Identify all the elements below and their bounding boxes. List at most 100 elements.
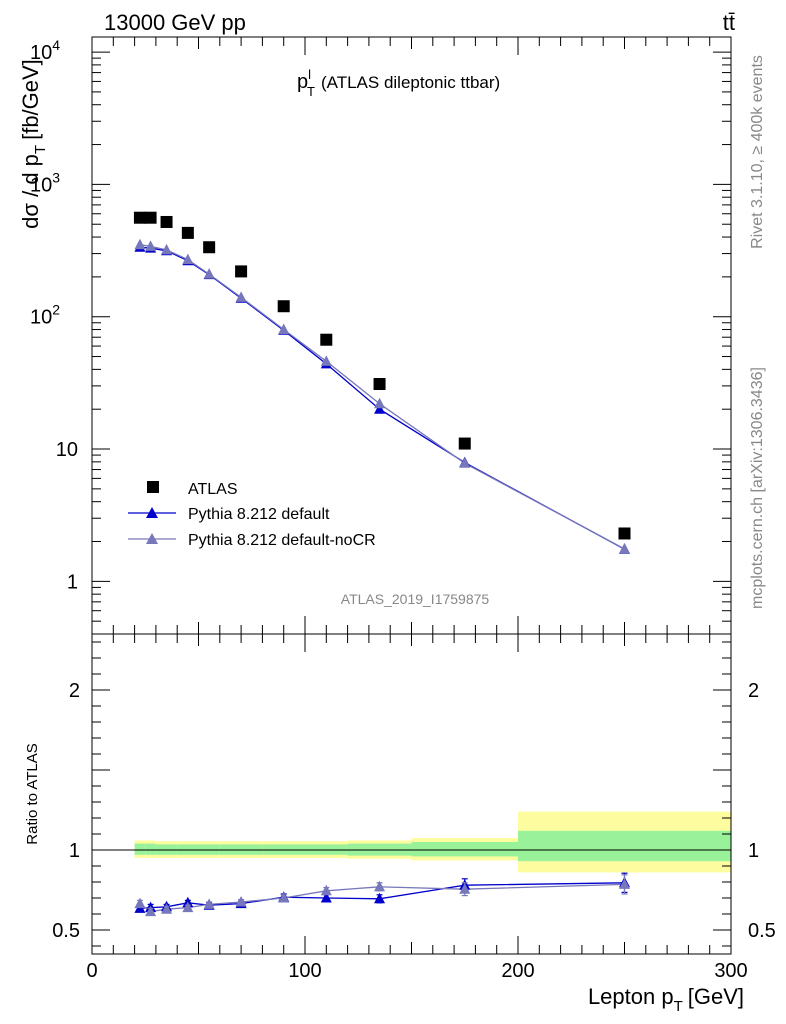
- ratio-uncertainty-bands: [134, 811, 731, 873]
- mc-point-2: [161, 243, 173, 255]
- rivet-label: Rivet 3.1.10, ≥ 400k events: [749, 55, 766, 249]
- ratio-stat-band: [411, 842, 518, 857]
- atlas-data-point: [144, 211, 157, 224]
- ratio-stat-band: [134, 843, 146, 855]
- main-title-rest: (ATLAS dileptonic ttbar): [321, 73, 500, 92]
- atlas-data-point: [320, 333, 333, 346]
- source-label: mcplots.cern.ch [arXiv:1306.3436]: [749, 367, 766, 609]
- x-tick-labels: 0 100 200 300: [86, 960, 747, 982]
- main-y-tick-label: 1: [67, 571, 78, 593]
- x-tick-label: 0: [86, 960, 97, 982]
- main-mc-lines: [139, 244, 625, 550]
- ratio-point-1: [161, 903, 173, 914]
- xlabel-unit: [GeV]: [688, 984, 744, 1009]
- ratio-y-tick-label-left: 2: [69, 680, 80, 702]
- legend-nocr-marker: [146, 533, 158, 544]
- ratio-point-1: [619, 878, 630, 889]
- ratio-point-1: [459, 883, 471, 894]
- main-y-tick-exp: 2: [52, 302, 60, 318]
- ratio-point-0: [320, 892, 332, 903]
- ratio-y-tick-label-right: 0.5: [748, 920, 776, 942]
- legend: ATLAS Pythia 8.212 default Pythia 8.212 …: [128, 481, 376, 549]
- legend-atlas-label: ATLAS: [188, 481, 238, 498]
- legend-atlas-marker: [147, 481, 159, 493]
- main-y-tick-exp: 3: [52, 169, 60, 185]
- atlas-data-point: [133, 211, 146, 224]
- main-title-sub: T: [307, 84, 315, 99]
- ratio-point-0: [374, 892, 386, 904]
- main-series-line-1: [139, 246, 625, 550]
- main-ylabel-main: dσ / d p: [18, 154, 43, 229]
- main-points: [133, 211, 631, 554]
- main-y-tick-exp: 4: [52, 37, 60, 53]
- atlas-data-point: [373, 378, 386, 391]
- main-y-tick-base: 10: [30, 174, 52, 196]
- ratio-stat-band: [518, 830, 731, 862]
- energy-label: 13000 GeV pp: [104, 10, 246, 35]
- atlas-data-point: [181, 226, 194, 239]
- ratio-point-1: [145, 905, 157, 917]
- mc-point-2: [182, 253, 194, 265]
- legend-nocr-label: Pythia 8.212 default-noCR: [188, 532, 376, 549]
- ratio-y-tick-label-right: 2: [748, 680, 759, 702]
- analysis-watermark: ATLAS_2019_I1759875: [341, 591, 490, 607]
- atlas-data-point: [235, 265, 248, 278]
- main-ylabel-sub: T: [32, 145, 49, 154]
- ratio-points: [134, 872, 630, 917]
- atlas-data-point: [203, 241, 216, 254]
- ratio-point-1: [278, 892, 290, 903]
- mc-point-2: [619, 542, 630, 554]
- main-series-line-2: [139, 244, 625, 550]
- main-y-tick-label: 10: [56, 439, 78, 461]
- x-tick-label: 200: [501, 960, 534, 982]
- mc-point-2: [459, 457, 471, 468]
- xlabel-sub: T: [674, 998, 683, 1015]
- main-y-tick-label: 103: [30, 169, 60, 196]
- atlas-data-point: [618, 527, 631, 540]
- atlas-data-point: [458, 437, 471, 450]
- mc-point-2: [235, 291, 247, 302]
- main-y-tick-label: 104: [30, 37, 60, 64]
- x-axis-label: Lepton pT [GeV]: [588, 984, 744, 1015]
- main-y-tick-label: 102: [30, 302, 60, 329]
- ratio-point-1: [320, 884, 332, 896]
- mc-point-2: [374, 397, 386, 409]
- main-title-main: p: [297, 71, 308, 93]
- ratio-point-1: [235, 896, 247, 907]
- ratio-y-tick-label-left: 0.5: [52, 920, 80, 942]
- ratio-y-tick-labels: 0.5 0.5 1 1 2 2: [52, 680, 776, 942]
- ratio-y-axis-label: Ratio to ATLAS: [24, 743, 41, 844]
- mc-point-1: [374, 403, 386, 414]
- main-ylabel-unit: [fb/GeV]: [18, 59, 43, 140]
- main-ticks: [91, 37, 732, 635]
- ratio-y-tick-label-left: 1: [69, 840, 80, 862]
- ratio-frame: [91, 633, 732, 955]
- mc-point-2: [278, 323, 290, 335]
- legend-default-marker: [146, 507, 158, 518]
- ratio-point-1: [182, 901, 194, 913]
- process-label: tt̄: [723, 10, 735, 35]
- main-y-axis-label: dσ / d pT [fb/GeV]: [18, 59, 49, 229]
- xlabel-main: Lepton p: [588, 984, 674, 1009]
- ratio-stat-band: [145, 843, 156, 855]
- x-tick-label: 300: [714, 960, 747, 982]
- ratio-point-1: [203, 898, 215, 909]
- ratio-point-1: [134, 897, 146, 909]
- mc-point-2: [145, 240, 157, 251]
- legend-default-label: Pythia 8.212 default: [188, 506, 330, 523]
- ratio-ticks: [91, 634, 732, 954]
- x-tick-label: 100: [288, 960, 321, 982]
- ratio-y-tick-label-right: 1: [748, 840, 759, 862]
- mc-point-2: [134, 238, 146, 250]
- main-y-tick-base: 10: [30, 307, 52, 329]
- main-title: pl T (ATLAS dileptonic ttbar): [297, 67, 500, 99]
- main-y-tick-base: 10: [30, 42, 52, 64]
- mc-point-2: [203, 268, 215, 279]
- atlas-data-point: [277, 300, 290, 313]
- ratio-point-1: [374, 880, 386, 892]
- mc-point-2: [320, 355, 332, 366]
- main-title-sup: l: [308, 67, 311, 82]
- atlas-data-point: [160, 215, 173, 228]
